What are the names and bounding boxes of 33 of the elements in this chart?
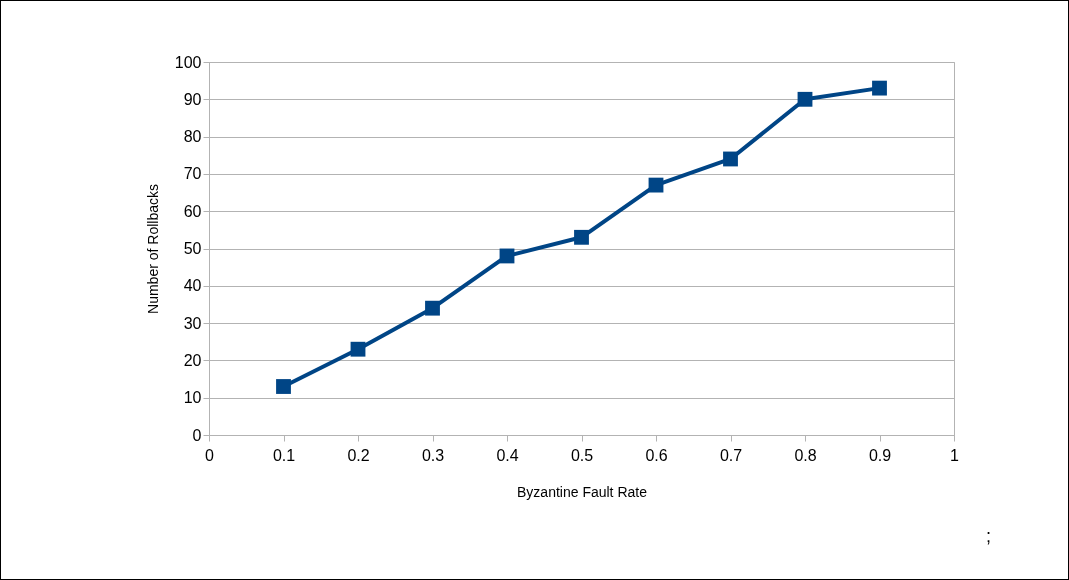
- point: [648, 177, 664, 193]
- point: [797, 91, 813, 107]
- point: [872, 80, 887, 96]
- y-tick-label: 70: [183, 165, 202, 183]
- x-tick-label: 1: [950, 446, 960, 464]
- y-tick-label: 40: [183, 277, 202, 295]
- y-tick-label: 90: [183, 90, 202, 108]
- y-tick-label: 30: [183, 314, 202, 332]
- y-tick-label: 60: [183, 202, 202, 220]
- point: [574, 229, 589, 245]
- x-axis-title: Byzantine Fault Rate: [517, 483, 648, 500]
- point: [276, 379, 291, 394]
- x-tick-label: 0.7: [719, 446, 743, 464]
- y-tick-label: 20: [183, 351, 202, 369]
- point: [350, 341, 366, 357]
- x-tick-label: 0.5: [570, 446, 594, 464]
- x-tick-label: 0.9: [868, 446, 892, 464]
- x-tick-label: 0: [205, 446, 215, 464]
- x-tick-label: 0.2: [347, 446, 370, 464]
- y-tick-label: 100: [174, 53, 202, 71]
- y-tick-label: 80: [183, 128, 202, 146]
- point: [425, 300, 440, 316]
- y-axis-title: Number of Rollbacks: [144, 184, 161, 314]
- y-tick-label: 10: [183, 389, 202, 407]
- x-tick-label: 0.6: [645, 446, 668, 464]
- x-tick-label: 0.4: [496, 446, 519, 464]
- x-tick-label: 0.3: [421, 446, 445, 464]
- x-tick-label: 0.8: [794, 446, 817, 464]
- y-tick-label: 50: [183, 240, 202, 257]
- x-tick-label: 0.1: [272, 446, 296, 464]
- point: [723, 151, 738, 167]
- y-tick-label: 0: [192, 426, 202, 444]
- text: ;: [986, 526, 992, 547]
